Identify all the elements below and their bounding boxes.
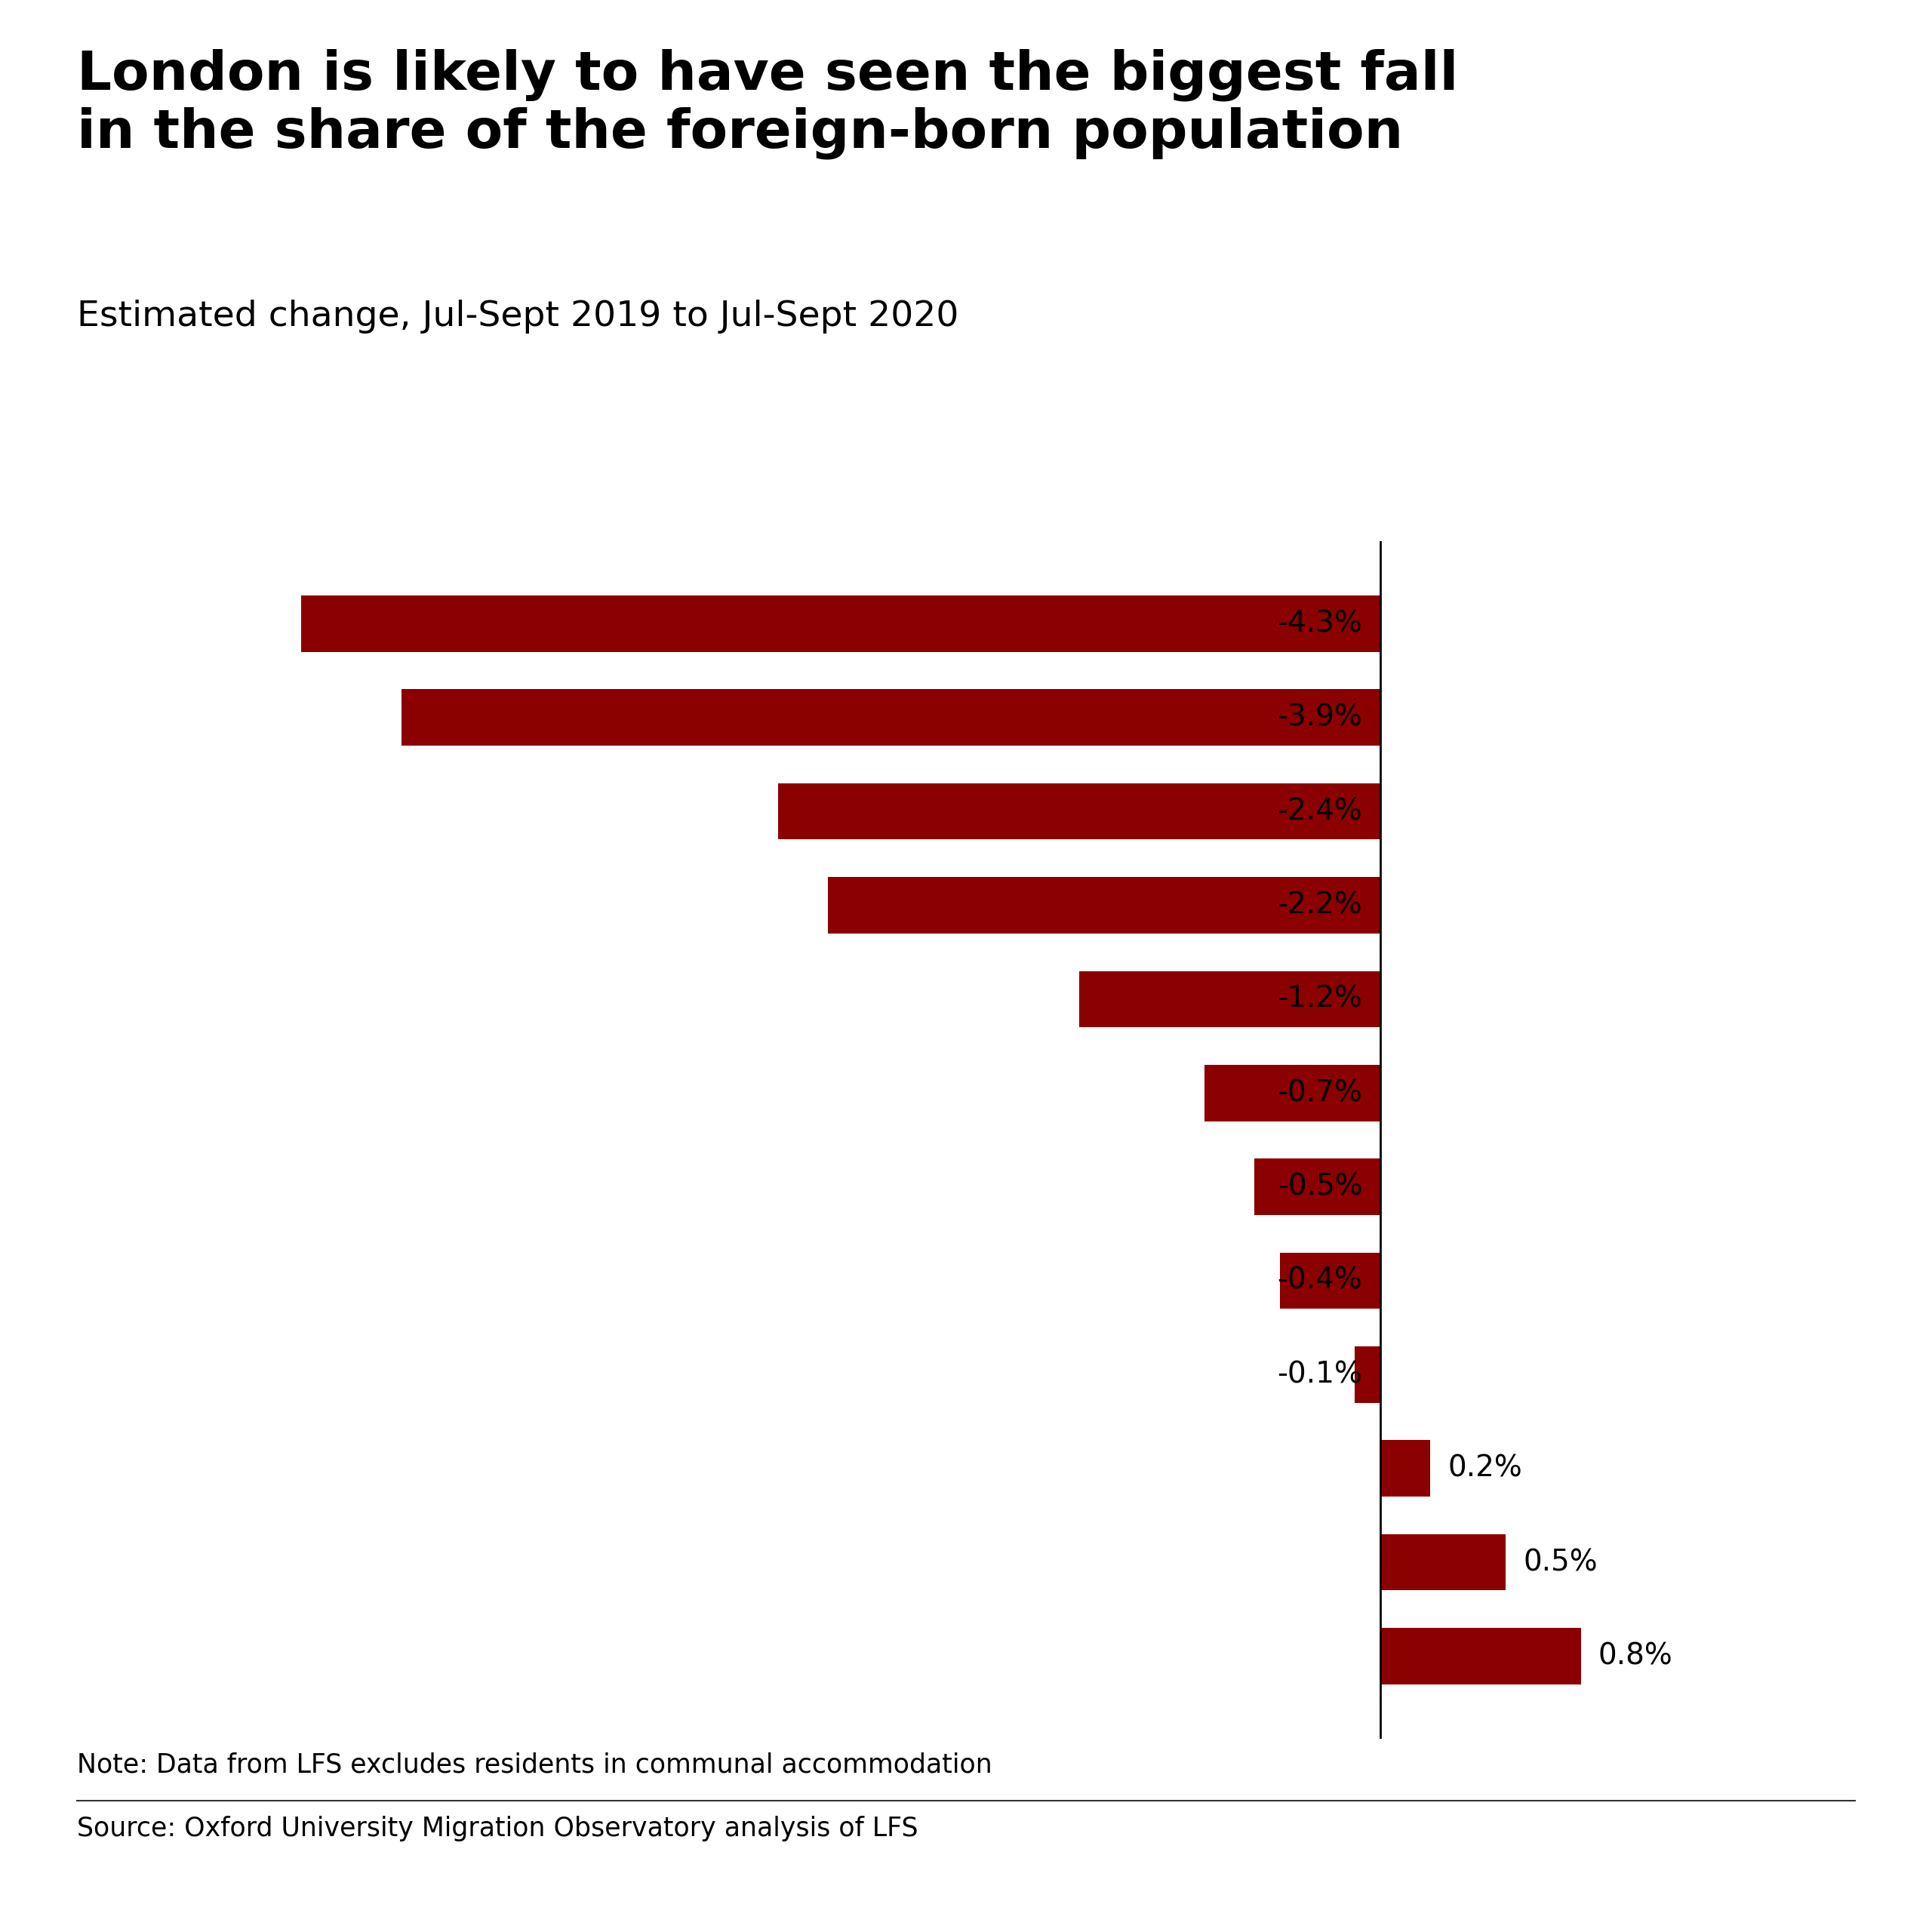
- Bar: [829, 877, 1379, 933]
- Text: Note: Data from LFS excludes residents in communal accommodation: Note: Data from LFS excludes residents i…: [77, 1752, 993, 1777]
- Text: -2.2%: -2.2%: [1277, 891, 1362, 920]
- Text: 0.8%: 0.8%: [1598, 1642, 1673, 1671]
- Text: -3.9%: -3.9%: [1277, 703, 1362, 732]
- Text: -4.3%: -4.3%: [1277, 609, 1362, 638]
- Text: 0.2%: 0.2%: [1447, 1455, 1522, 1482]
- Text: BBC: BBC: [1725, 1847, 1801, 1878]
- Text: -0.1%: -0.1%: [1277, 1360, 1362, 1389]
- Bar: [1379, 1629, 1580, 1685]
- Bar: [402, 690, 1379, 746]
- Bar: [779, 782, 1379, 840]
- Text: -2.4%: -2.4%: [1277, 798, 1362, 825]
- Text: -0.5%: -0.5%: [1277, 1173, 1362, 1202]
- Bar: [1279, 1252, 1379, 1308]
- Text: London is likely to have seen the biggest fall
in the share of the foreign-born : London is likely to have seen the bigges…: [77, 48, 1459, 158]
- Text: -1.2%: -1.2%: [1277, 985, 1362, 1014]
- Text: -0.7%: -0.7%: [1277, 1078, 1362, 1107]
- Bar: [1379, 1439, 1430, 1497]
- Bar: [1379, 1534, 1505, 1590]
- Bar: [1254, 1159, 1379, 1215]
- Text: Source: Oxford University Migration Observatory analysis of LFS: Source: Oxford University Migration Obse…: [77, 1816, 918, 1841]
- Bar: [1078, 972, 1379, 1028]
- Text: 0.5%: 0.5%: [1522, 1548, 1598, 1577]
- Bar: [301, 595, 1379, 651]
- Text: Estimated change, Jul-Sept 2019 to Jul-Sept 2020: Estimated change, Jul-Sept 2019 to Jul-S…: [77, 299, 958, 334]
- Bar: [1354, 1347, 1379, 1403]
- Text: -0.4%: -0.4%: [1277, 1265, 1362, 1294]
- Bar: [1204, 1065, 1379, 1121]
